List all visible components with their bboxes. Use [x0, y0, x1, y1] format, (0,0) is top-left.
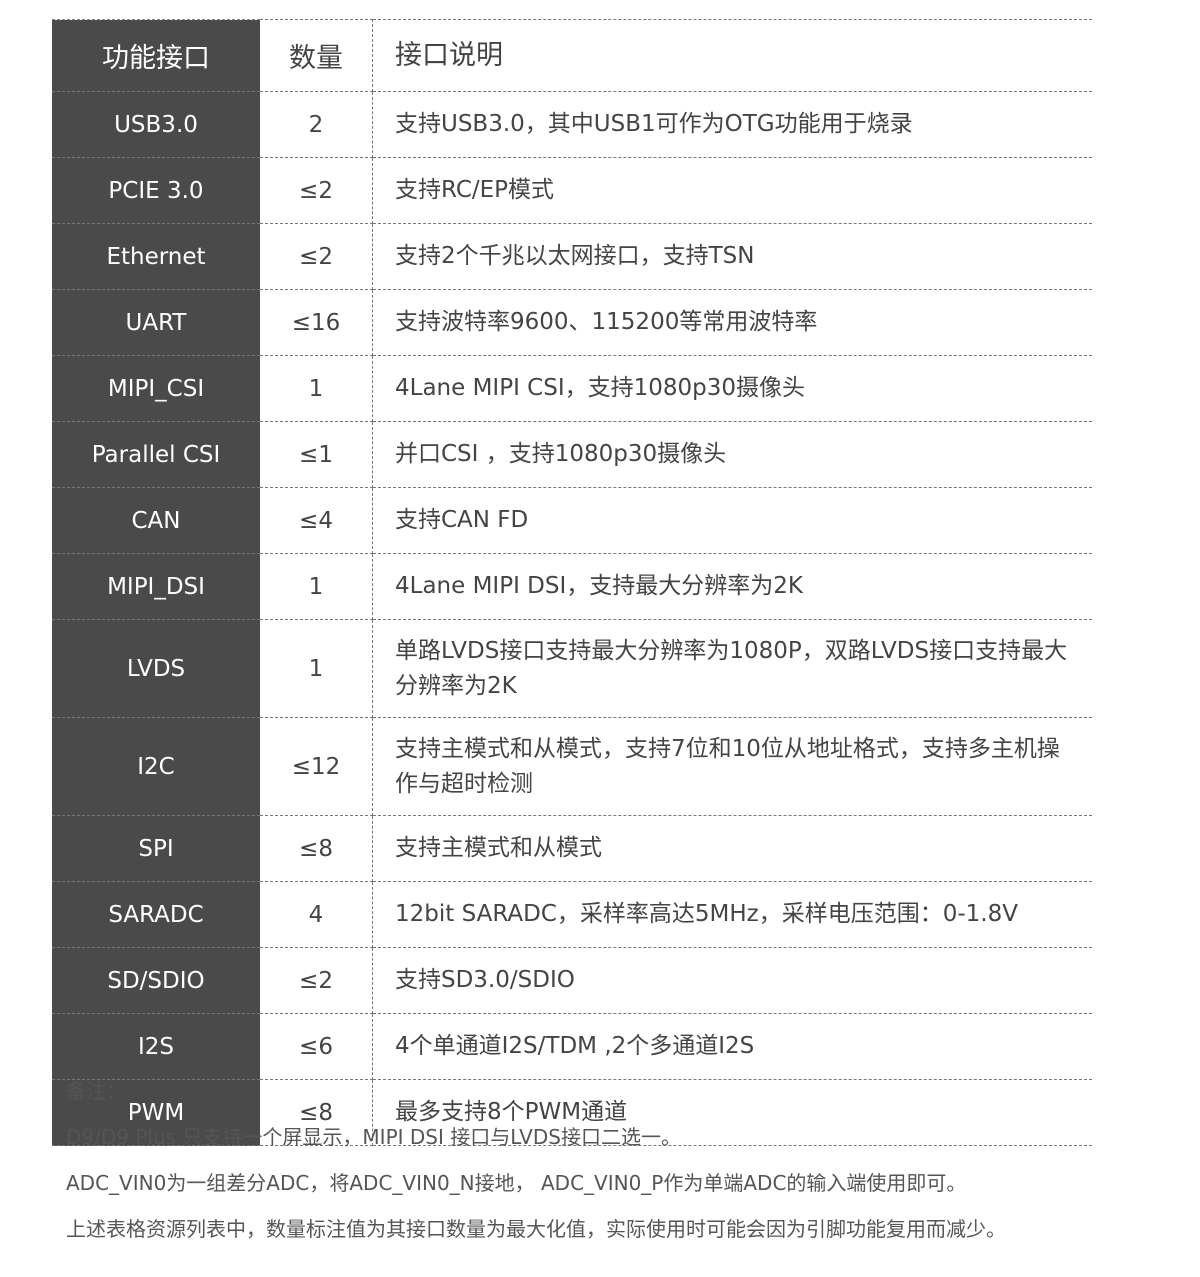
function-cell: I2C — [52, 717, 260, 816]
count-cell: ≤6 — [260, 1013, 373, 1080]
table-row: PCIE 3.0 ≤2 支持RC/EP模式 — [52, 157, 1092, 224]
table-row: SD/SDIO ≤2 支持SD3.0/SDIO — [52, 947, 1092, 1014]
description-cell: 支持SD3.0/SDIO — [372, 947, 1092, 1014]
description-cell: 4Lane MIPI DSI，支持最大分辨率为2K — [372, 553, 1092, 620]
table-row: MIPI_DSI 1 4Lane MIPI DSI，支持最大分辨率为2K — [52, 553, 1092, 620]
count-cell: ≤12 — [260, 717, 373, 816]
count-cell: ≤1 — [260, 421, 373, 488]
count-cell: 2 — [260, 91, 373, 158]
table-row: Ethernet ≤2 支持2个千兆以太网接口，支持TSN — [52, 223, 1092, 290]
description-cell: 4个单通道I2S/TDM ,2个多通道I2S — [372, 1013, 1092, 1080]
description-cell: 支持波特率9600、115200等常用波特率 — [372, 289, 1092, 356]
note-item: ADC_VIN0为一组差分ADC，将ADC_VIN0_N接地， ADC_VIN0… — [66, 1171, 967, 1195]
function-cell: MIPI_DSI — [52, 553, 260, 620]
count-cell: ≤8 — [260, 815, 373, 882]
table-row: UART ≤16 支持波特率9600、115200等常用波特率 — [52, 289, 1092, 356]
count-cell: 4 — [260, 881, 373, 948]
description-cell: 支持主模式和从模式，支持7位和10位从地址格式，支持多主机操作与超时检测 — [372, 717, 1092, 816]
count-cell: ≤4 — [260, 487, 373, 554]
function-cell: UART — [52, 289, 260, 356]
notes-title: 备注： — [66, 1079, 126, 1103]
function-cell: PWM — [52, 1079, 260, 1146]
header-function: 功能接口 — [52, 19, 260, 92]
function-cell: Ethernet — [52, 223, 260, 290]
table-row: I2S ≤6 4个单通道I2S/TDM ,2个多通道I2S — [52, 1013, 1092, 1080]
table-header: 功能接口 数量 接口说明 — [52, 19, 1092, 92]
table-row: SPI ≤8 支持主模式和从模式 — [52, 815, 1092, 882]
function-cell: I2S — [52, 1013, 260, 1080]
function-cell: USB3.0 — [52, 91, 260, 158]
description-cell: 最多支持8个PWM通道 — [372, 1079, 1092, 1146]
description-cell: 12bit SARADC，采样率高达5MHz，采样电压范围：0-1.8V — [372, 881, 1092, 948]
table-row: SARADC 4 12bit SARADC，采样率高达5MHz，采样电压范围：0-1… — [52, 881, 1092, 948]
function-cell: SD/SDIO — [52, 947, 260, 1014]
table-row: Parallel CSI ≤1 并口CSI ，支持1080p30摄像头 — [52, 421, 1092, 488]
count-cell: ≤2 — [260, 157, 373, 224]
function-cell: SARADC — [52, 881, 260, 948]
count-cell: 1 — [260, 355, 373, 422]
function-cell: SPI — [52, 815, 260, 882]
note-item: D9/D9 Plus 只支持一个屏显示，MIPI DSI 接口与LVDS接口二选… — [66, 1125, 681, 1149]
count-cell: 1 — [260, 553, 373, 620]
header-description: 接口说明 — [372, 19, 1092, 92]
description-cell: 支持CAN FD — [372, 487, 1092, 554]
function-cell: PCIE 3.0 — [52, 157, 260, 224]
description-cell: 单路LVDS接口支持最大分辨率为1080P，双路LVDS接口支持最大分辨率为2K — [372, 619, 1092, 718]
header-count: 数量 — [260, 19, 373, 92]
description-cell: 并口CSI ，支持1080p30摄像头 — [372, 421, 1092, 488]
count-cell: ≤2 — [260, 947, 373, 1014]
table-row: MIPI_CSI 1 4Lane MIPI CSI，支持1080p30摄像头 — [52, 355, 1092, 422]
table-row: USB3.0 2 支持USB3.0，其中USB1可作为OTG功能用于烧录 — [52, 91, 1092, 158]
count-cell: ≤16 — [260, 289, 373, 356]
count-cell: ≤2 — [260, 223, 373, 290]
description-cell: 4Lane MIPI CSI，支持1080p30摄像头 — [372, 355, 1092, 422]
description-cell: 支持2个千兆以太网接口，支持TSN — [372, 223, 1092, 290]
description-cell: 支持RC/EP模式 — [372, 157, 1092, 224]
table-row: PWM ≤8 最多支持8个PWM通道 — [52, 1079, 1092, 1146]
note-item: 上述表格资源列表中，数量标注值为其接口数量为最大化值，实际使用时可能会因为引脚功… — [66, 1217, 1006, 1241]
table-row: CAN ≤4 支持CAN FD — [52, 487, 1092, 554]
table-row: I2C ≤12 支持主模式和从模式，支持7位和10位从地址格式，支持多主机操作与超时… — [52, 717, 1092, 816]
function-cell: Parallel CSI — [52, 421, 260, 488]
function-cell: CAN — [52, 487, 260, 554]
interface-table: 功能接口 数量 接口说明 USB3.0 2 支持USB3.0，其中USB1可作为OT… — [52, 19, 1092, 1146]
count-cell: 1 — [260, 619, 373, 718]
table-row: LVDS 1 单路LVDS接口支持最大分辨率为1080P，双路LVDS接口支持最大分… — [52, 619, 1092, 718]
description-cell: 支持USB3.0，其中USB1可作为OTG功能用于烧录 — [372, 91, 1092, 158]
function-cell: MIPI_CSI — [52, 355, 260, 422]
description-cell: 支持主模式和从模式 — [372, 815, 1092, 882]
notes: 备注： D9/D9 Plus 只支持一个屏显示，MIPI DSI 接口与LVDS… — [66, 1076, 1006, 1260]
function-cell: LVDS — [52, 619, 260, 718]
count-cell: ≤8 — [260, 1079, 373, 1146]
